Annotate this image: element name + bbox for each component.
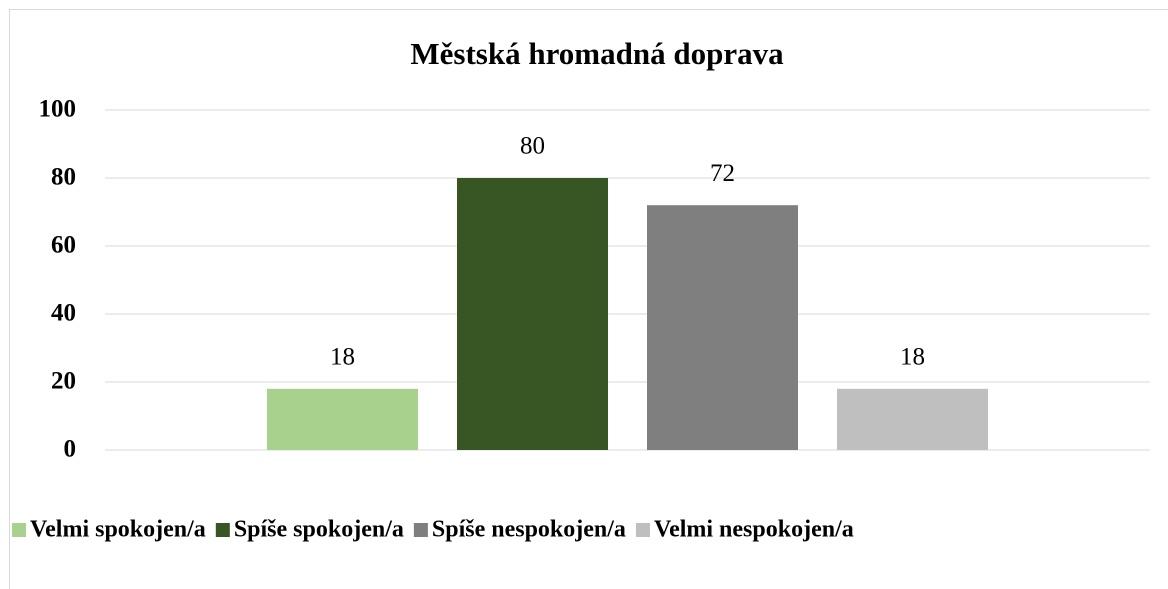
bar — [647, 205, 798, 450]
legend-label: Velmi nespokojen/a — [654, 517, 854, 543]
y-tick-label: 100 — [39, 96, 77, 123]
y-tick-label: 0 — [64, 436, 77, 463]
y-tick-label: 20 — [51, 368, 76, 395]
bar — [457, 178, 608, 450]
data-label: 80 — [520, 133, 545, 160]
legend-label: Spíše nespokojen/a — [432, 517, 626, 543]
y-tick-label: 40 — [51, 300, 76, 327]
data-label: 72 — [710, 160, 735, 187]
data-label: 18 — [330, 344, 355, 371]
legend-label: Spíše spokojen/a — [234, 517, 404, 543]
y-tick-label: 80 — [51, 164, 76, 191]
chart-frame — [9, 9, 1168, 589]
bar — [837, 388, 988, 450]
bar — [267, 388, 418, 450]
y-tick-label: 60 — [51, 232, 76, 259]
data-label: 18 — [900, 344, 925, 371]
legend-swatch — [635, 523, 650, 537]
legend-label: Velmi spokojen/a — [30, 517, 206, 543]
legend-swatch — [413, 523, 428, 537]
legend-swatch — [12, 523, 26, 537]
chart-title: Městská hromadná doprava — [410, 36, 784, 71]
legend-swatch — [215, 523, 230, 537]
